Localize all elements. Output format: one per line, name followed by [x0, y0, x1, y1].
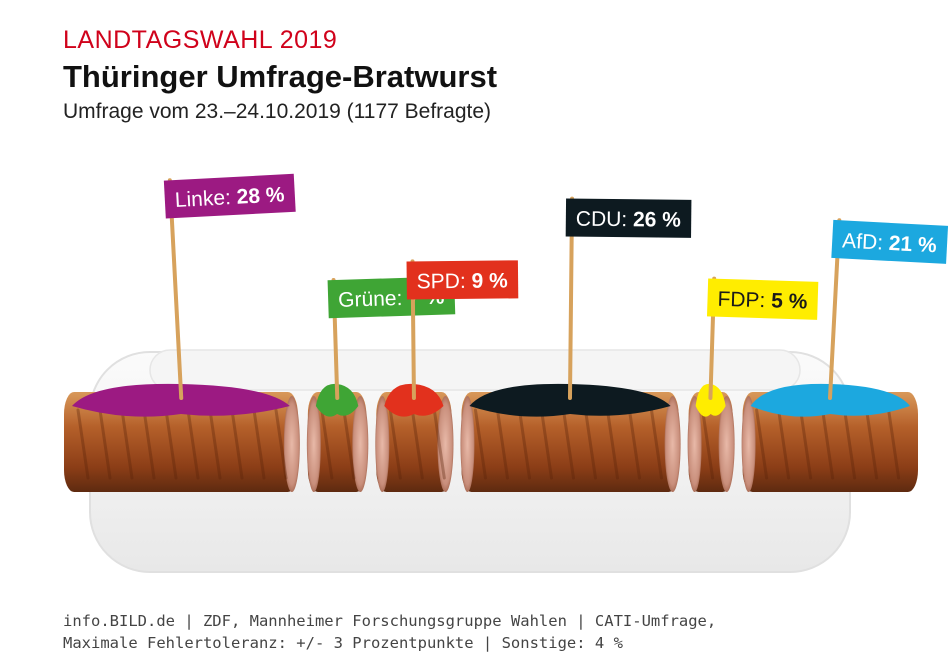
- grill-mark: [120, 408, 134, 480]
- sauce-fdp: [695, 383, 726, 417]
- grill-mark: [320, 408, 334, 480]
- piece-cut-right: [437, 396, 454, 492]
- sausage-piece-afd: [741, 383, 918, 492]
- grill-mark: [649, 408, 663, 480]
- grill-mark: [627, 408, 641, 480]
- chart-subtitle: Umfrage vom 23.–24.10.2019 (1177 Befragt…: [63, 100, 492, 123]
- tray-rim: [149, 349, 801, 391]
- source-line-1: info.BILD.de | ZDF, Mannheimer Forschung…: [63, 612, 717, 630]
- grill-mark: [799, 408, 813, 480]
- grill-mark: [230, 408, 244, 480]
- grill-mark: [605, 408, 619, 480]
- category-label: FDP: 5 %: [717, 288, 808, 314]
- category-name: AfD:: [842, 229, 890, 254]
- sausage-piece-linke: [64, 383, 300, 492]
- value-label: 26 %: [633, 208, 681, 232]
- sauce-cdu: [469, 383, 671, 417]
- piece-cut-right: [352, 396, 369, 492]
- category-label: SPD: 9 %: [417, 269, 509, 293]
- sausage-piece-cdu: [460, 383, 681, 492]
- sauce-grüne: [315, 383, 359, 417]
- grill-mark: [342, 408, 356, 480]
- sauce-linke: [72, 383, 290, 417]
- grill-mark: [821, 408, 835, 480]
- grill-mark: [388, 408, 402, 480]
- flag-group: Linke: 28 %Grüne: 7 %SPD: 9 %CDU: 26 %FD…: [163, 173, 948, 400]
- flag-fdp: FDP: 5 %: [706, 276, 819, 400]
- piece-body: [64, 392, 298, 492]
- grill-mark: [274, 408, 288, 480]
- grill-mark: [539, 408, 553, 480]
- sausage-piece-spd: [375, 383, 454, 492]
- source-line-2: Maximale Fehlertoleranz: +/- 3 Prozentpu…: [63, 634, 623, 652]
- piece-cut-right: [718, 396, 735, 492]
- grill-mark: [410, 408, 424, 480]
- grill-mark: [865, 408, 879, 480]
- flag-cdu: CDU: 26 %: [565, 196, 692, 400]
- grill-mark: [252, 408, 266, 480]
- grill-mark: [142, 408, 156, 480]
- category-name: FDP:: [717, 288, 771, 313]
- chart-title: Thüringer Umfrage-Bratwurst: [63, 59, 498, 94]
- category-name: Linke:: [174, 186, 237, 212]
- grill-mark: [495, 408, 509, 480]
- flag-label-bg: [831, 219, 948, 264]
- grill-mark: [843, 408, 857, 480]
- grill-mark: [432, 408, 446, 480]
- flag-afd: AfD: 21 %: [827, 218, 948, 400]
- sausage-pieces: [64, 383, 918, 492]
- sauce-spd: [384, 383, 444, 417]
- source-note: info.BILD.de | ZDF, Mannheimer Forschung…: [63, 610, 716, 654]
- flag-label-bg: [706, 278, 819, 320]
- piece-body: [742, 392, 918, 492]
- sausage-piece-fdp: [687, 383, 735, 492]
- piece-cut-right: [664, 396, 681, 492]
- piece-cut-left: [460, 396, 475, 492]
- category-name: CDU:: [576, 208, 633, 232]
- grill-mark: [561, 408, 575, 480]
- grill-mark: [208, 408, 222, 480]
- flag-spd: SPD: 9 %: [406, 259, 519, 400]
- piece-cut-left: [687, 396, 702, 492]
- category-label: Linke: 28 %: [174, 183, 285, 212]
- value-label: 5 %: [771, 289, 808, 313]
- flag-label-bg: [565, 198, 692, 238]
- piece-cut-left: [741, 396, 756, 492]
- grill-mark: [777, 408, 791, 480]
- grill-mark: [701, 408, 715, 480]
- value-label: 28 %: [236, 183, 285, 208]
- bratwurst-chart: Linke: 28 %Grüne: 7 %SPD: 9 %CDU: 26 %FD…: [64, 173, 948, 573]
- grill-mark: [164, 408, 178, 480]
- category-name: SPD:: [417, 270, 472, 294]
- category-label: CDU: 26 %: [576, 208, 682, 232]
- piece-cut-left: [375, 396, 390, 492]
- category-name: Grüne:: [338, 287, 409, 312]
- value-label: 21 %: [888, 232, 937, 257]
- sauce-afd: [750, 383, 910, 417]
- grill-mark: [887, 408, 901, 480]
- grill-mark: [76, 408, 90, 480]
- grill-mark: [583, 408, 597, 480]
- flag-linke: Linke: 28 %: [163, 173, 296, 400]
- value-label: 9 %: [471, 269, 508, 292]
- piece-body: [307, 392, 367, 492]
- grill-mark: [186, 408, 200, 480]
- sausage-piece-grüne: [306, 383, 369, 492]
- grill-mark: [473, 408, 487, 480]
- grill-mark: [755, 408, 769, 480]
- piece-cut-right: [283, 396, 300, 492]
- grill-mark: [98, 408, 112, 480]
- piece-body: [461, 392, 679, 492]
- chart-kicker: LANDTAGSWAHL 2019: [63, 26, 338, 54]
- category-label: AfD: 21 %: [842, 229, 938, 257]
- flag-label-bg: [406, 260, 519, 300]
- flag-label-bg: [163, 173, 296, 219]
- piece-body: [376, 392, 452, 492]
- grill-mark: [517, 408, 531, 480]
- piece-cut-left: [306, 396, 321, 492]
